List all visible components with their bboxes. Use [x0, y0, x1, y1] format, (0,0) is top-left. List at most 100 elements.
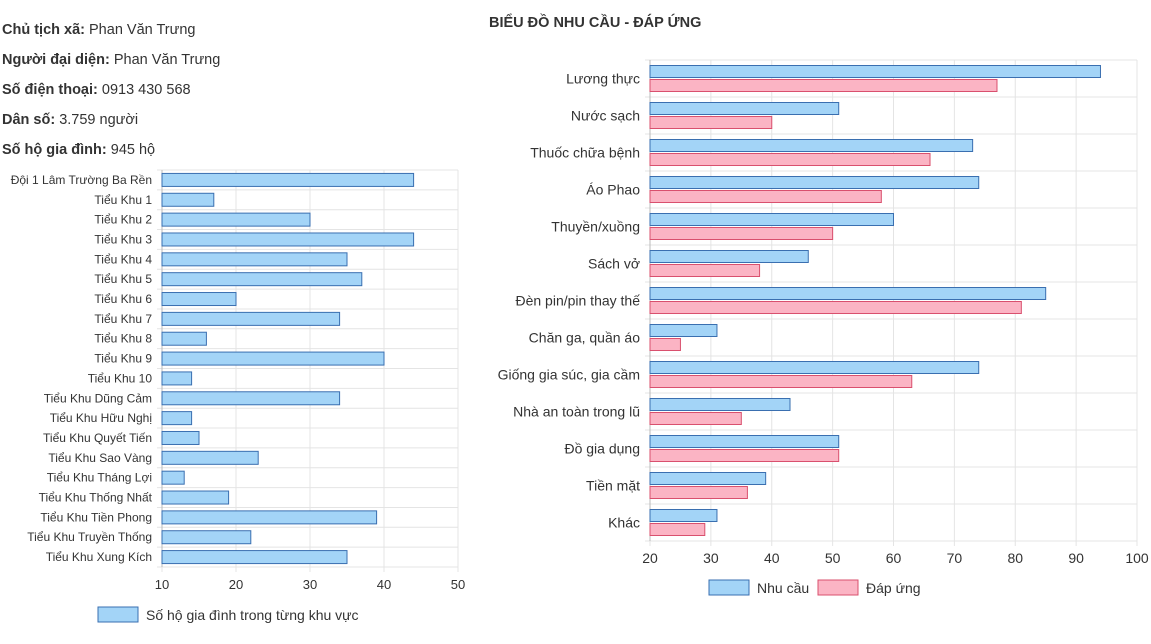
population-label: Dân số:	[2, 112, 56, 128]
representative-row: Người đại diện: Phan Văn Trưng	[2, 50, 220, 80]
household-bar	[161, 232, 415, 247]
population-value: 3.759 người	[59, 112, 139, 128]
category-label: Tiểu Khu 7	[94, 312, 152, 326]
category-label: Tiểu Khu 2	[94, 213, 152, 227]
households-label: Số hộ gia đình:	[2, 142, 107, 158]
supply-bar	[649, 338, 681, 351]
category-label: Chăn ga, quần áo	[529, 330, 641, 346]
category-label: Tiểu Khu Tiền Phong	[40, 510, 152, 524]
household-bar	[161, 510, 378, 525]
category-label: Đội 1 Lâm Trường Ba Rền	[11, 173, 152, 187]
household-bar	[161, 450, 259, 465]
need-bar	[649, 139, 974, 152]
category-label: Khác	[608, 515, 640, 531]
x-tick-label: 60	[886, 550, 902, 566]
household-bar	[161, 311, 341, 326]
household-bar	[161, 530, 252, 545]
category-label: Nhà an toàn trong lũ	[513, 404, 640, 420]
category-label: Lương thực	[566, 71, 640, 87]
category-label: Tiểu Khu Truyền Thống	[27, 530, 152, 544]
household-bar	[161, 550, 348, 565]
category-label: Sách vở	[588, 256, 640, 272]
category-label: Tiểu Khu Thống Nhất	[39, 491, 153, 505]
need-bar	[649, 102, 840, 115]
category-label: Thuốc chữa bệnh	[530, 145, 640, 161]
supply-bar	[649, 523, 706, 536]
legend-swatch-need	[708, 579, 750, 596]
category-label: Tiểu Khu 10	[88, 371, 153, 385]
population-row: Dân số: 3.759 người	[2, 110, 220, 140]
household-bar	[161, 252, 348, 267]
category-label: Tiểu Khu 3	[94, 232, 152, 246]
need-bar	[649, 65, 1101, 78]
category-label: Nước sạch	[571, 108, 640, 124]
household-bar	[161, 371, 193, 386]
representative-label: Người đại diện:	[2, 52, 110, 68]
category-label: Tiểu Khu 4	[94, 252, 152, 266]
need-bar	[649, 398, 791, 411]
x-tick-label: 90	[1068, 550, 1084, 566]
category-label: Đồ gia dụng	[564, 441, 640, 457]
need-bar	[649, 324, 718, 337]
legend-label-households: Số hộ gia đình trong từng khu vực	[146, 607, 359, 623]
legend-swatch-households	[97, 606, 139, 623]
representative-value: Phan Văn Trưng	[113, 52, 221, 68]
category-label: Tiểu Khu Sao Vàng	[48, 451, 152, 465]
x-tick-label: 80	[1007, 550, 1023, 566]
category-label: Áo Phao	[586, 182, 640, 198]
need-bar	[649, 435, 840, 448]
category-label: Tiền mặt	[586, 478, 640, 494]
category-label: Tiểu Khu 8	[94, 332, 152, 346]
supply-bar	[649, 301, 1022, 314]
household-bar	[161, 331, 207, 346]
legend-swatch-supply	[817, 579, 859, 596]
x-tick-label: 10	[155, 577, 169, 592]
chairman-row: Chủ tịch xã: Phan Văn Trưng	[2, 20, 220, 50]
x-tick-label: 30	[703, 550, 719, 566]
category-label: Thuyền/xuồng	[551, 219, 640, 235]
chairman-label: Chủ tịch xã:	[2, 22, 85, 38]
x-tick-label: 50	[451, 577, 465, 592]
supply-bar	[649, 153, 931, 166]
category-label: Đèn pin/pin thay thế	[515, 293, 640, 309]
household-bar	[161, 172, 415, 187]
household-bar	[161, 292, 237, 307]
category-label: Tiểu Khu Xung Kích	[46, 550, 152, 564]
household-bar	[161, 212, 311, 227]
supply-bar	[649, 79, 998, 92]
phone-label: Số điện thoại:	[2, 82, 98, 98]
household-bar	[161, 192, 215, 207]
household-bar	[161, 411, 193, 426]
phone-value: 0913 430 568	[101, 82, 191, 98]
x-tick-label: 70	[947, 550, 963, 566]
supply-bar	[649, 264, 761, 277]
need-bar	[649, 213, 894, 226]
household-bar	[161, 391, 341, 406]
need-bar	[649, 250, 809, 263]
category-label: Tiểu Khu 1	[94, 193, 152, 207]
supply-bar	[649, 227, 834, 240]
households-value: 945 hộ	[110, 142, 156, 158]
category-label: Giống gia súc, gia cầm	[498, 367, 640, 383]
x-tick-label: 20	[229, 577, 243, 592]
category-label: Tiểu Khu 9	[94, 352, 152, 366]
supply-bar	[649, 375, 913, 388]
legend-label-supply: Đáp ứng	[866, 580, 921, 596]
commune-info: Chủ tịch xã: Phan Văn Trưng Người đại di…	[2, 20, 220, 170]
category-label: Tiểu Khu 5	[94, 272, 152, 286]
category-label: Tiểu Khu Hữu Nghị	[50, 411, 152, 425]
household-bar	[161, 351, 385, 366]
x-tick-label: 20	[642, 550, 658, 566]
x-tick-label: 40	[377, 577, 391, 592]
supply-bar	[649, 449, 840, 462]
x-tick-label: 50	[825, 550, 841, 566]
need-bar	[649, 287, 1047, 300]
need-supply-chart-title: BIỂU ĐỒ NHU CẦU - ĐÁP ỨNG	[489, 15, 702, 31]
x-tick-label: 30	[303, 577, 317, 592]
x-tick-label: 40	[764, 550, 780, 566]
supply-bar	[649, 412, 742, 425]
supply-bar	[649, 486, 748, 499]
need-bar	[649, 361, 980, 374]
category-label: Tiểu Khu Quyết Tiến	[43, 431, 152, 445]
